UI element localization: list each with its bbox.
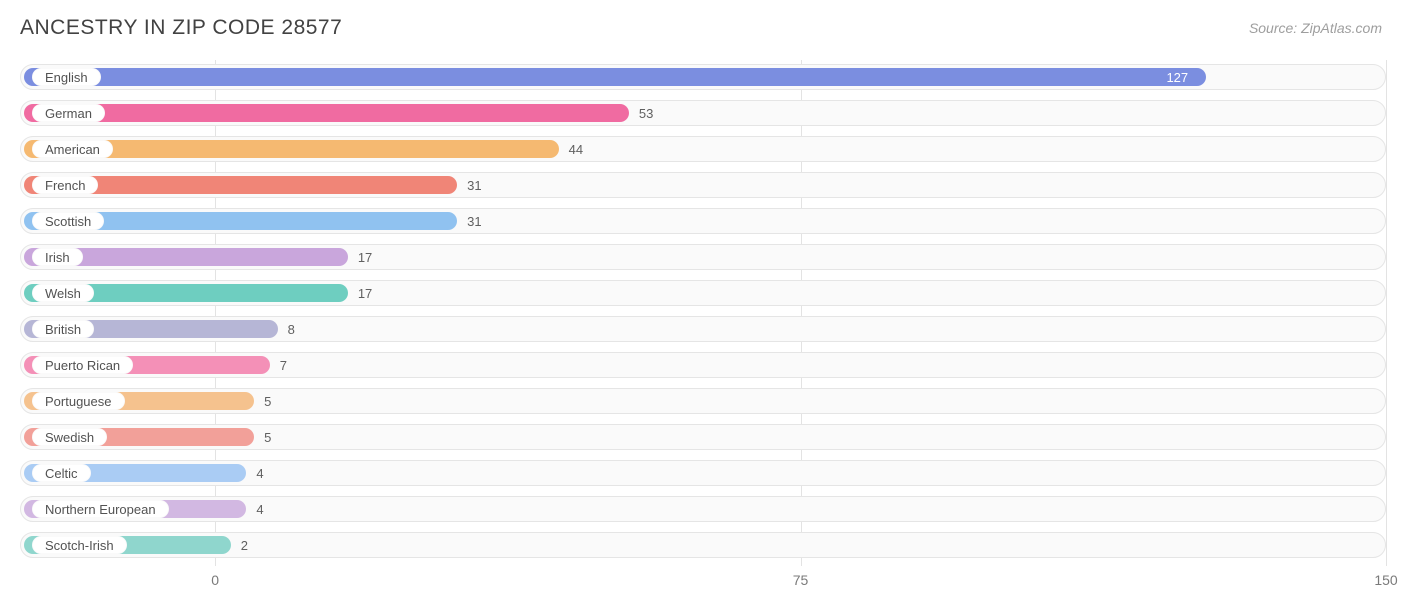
x-axis: 075150 xyxy=(20,566,1386,594)
bar-row: Swedish 5 xyxy=(20,422,1386,452)
bar-row: Portuguese 5 xyxy=(20,386,1386,416)
bar-row: Puerto Rican 7 xyxy=(20,350,1386,380)
category-label: French xyxy=(32,176,98,194)
category-label: Scottish xyxy=(32,212,104,230)
bar-row: English 127 xyxy=(20,62,1386,92)
category-label: Puerto Rican xyxy=(32,356,133,374)
value-label: 4 xyxy=(256,500,263,518)
value-label: 17 xyxy=(358,284,372,302)
category-label: Celtic xyxy=(32,464,91,482)
chart-header: ANCESTRY IN ZIP CODE 28577 Source: ZipAt… xyxy=(0,0,1406,48)
bar xyxy=(24,104,629,122)
value-label: 2 xyxy=(241,536,248,554)
axis-tick-label: 75 xyxy=(793,572,809,588)
value-label: 7 xyxy=(280,356,287,374)
bar-row: American 44 xyxy=(20,134,1386,164)
category-label: British xyxy=(32,320,94,338)
category-label: German xyxy=(32,104,105,122)
bar-row: German 53 xyxy=(20,98,1386,128)
chart-source: Source: ZipAtlas.com xyxy=(1249,20,1382,36)
value-label: 5 xyxy=(264,392,271,410)
category-label: Swedish xyxy=(32,428,107,446)
bar-row: Welsh 17 xyxy=(20,278,1386,308)
bar-row: Celtic 4 xyxy=(20,458,1386,488)
bar-row: Scottish 31 xyxy=(20,206,1386,236)
gridline xyxy=(1386,60,1387,566)
bar-row: Irish 17 xyxy=(20,242,1386,272)
value-label: 44 xyxy=(569,140,583,158)
axis-tick-label: 150 xyxy=(1374,572,1397,588)
category-label: English xyxy=(32,68,101,86)
value-label: 127 xyxy=(1166,68,1188,86)
category-label: Portuguese xyxy=(32,392,125,410)
value-label: 31 xyxy=(467,176,481,194)
bar-row: Northern European 4 xyxy=(20,494,1386,524)
category-label: Welsh xyxy=(32,284,94,302)
category-label: American xyxy=(32,140,113,158)
value-label: 17 xyxy=(358,248,372,266)
chart-title: ANCESTRY IN ZIP CODE 28577 xyxy=(20,16,342,40)
chart-bars: English127German53American44French31Scot… xyxy=(20,60,1386,560)
category-label: Scotch-Irish xyxy=(32,536,127,554)
axis-tick-label: 0 xyxy=(211,572,219,588)
chart-area: English127German53American44French31Scot… xyxy=(0,48,1406,566)
value-label: 31 xyxy=(467,212,481,230)
value-label: 8 xyxy=(288,320,295,338)
bar-row: French 31 xyxy=(20,170,1386,200)
category-label: Northern European xyxy=(32,500,169,518)
bar xyxy=(24,68,1206,86)
value-label: 53 xyxy=(639,104,653,122)
chart-plot: English127German53American44French31Scot… xyxy=(20,60,1386,566)
bar-row: British 8 xyxy=(20,314,1386,344)
value-label: 5 xyxy=(264,428,271,446)
category-label: Irish xyxy=(32,248,83,266)
value-label: 4 xyxy=(256,464,263,482)
bar-row: Scotch-Irish 2 xyxy=(20,530,1386,560)
